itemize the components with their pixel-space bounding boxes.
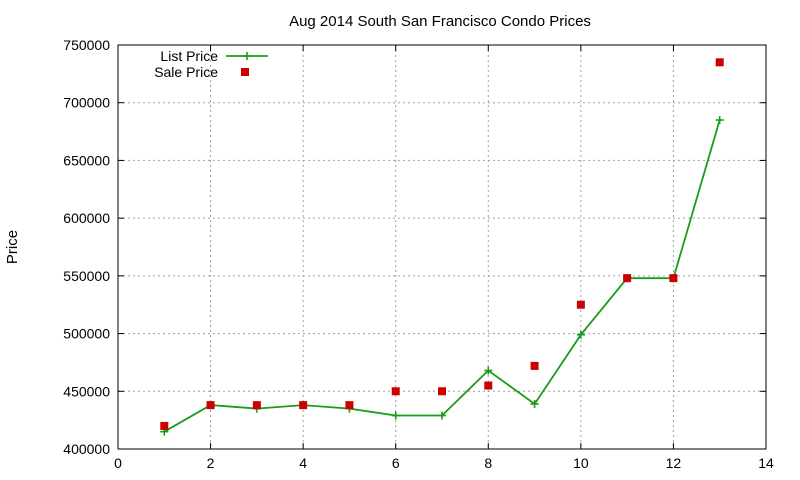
y-tick-label: 400000 <box>63 441 110 457</box>
y-tick-label: 600000 <box>63 210 110 226</box>
sale-price-point <box>576 300 585 309</box>
x-tick-label: 6 <box>392 455 400 471</box>
sale-price-point <box>484 381 493 390</box>
x-tick-label: 10 <box>573 455 589 471</box>
list-price-point <box>391 411 400 420</box>
sale-price-point <box>299 401 308 410</box>
sale-price-point <box>669 274 678 283</box>
sale-price-point <box>345 401 354 410</box>
x-tick-label: 12 <box>666 455 682 471</box>
list-price-line <box>163 119 721 433</box>
grid <box>118 45 766 449</box>
sale-price-point <box>530 361 539 370</box>
y-tick-label: 500000 <box>63 326 110 342</box>
legend-marker-list-price <box>243 52 251 60</box>
y-tick-label: 750000 <box>63 37 110 53</box>
y-tick-label: 450000 <box>63 383 110 399</box>
list-price-point <box>484 366 493 375</box>
sale-price-point <box>391 387 400 396</box>
series <box>160 58 724 436</box>
sale-price-point <box>438 387 446 396</box>
legend-label-list-price: List Price <box>160 48 218 64</box>
y-tick-label: 650000 <box>63 152 110 168</box>
list-price-point <box>438 411 446 420</box>
sale-price-point <box>623 274 632 283</box>
sale-price-point <box>206 401 215 410</box>
y-axis-label: Price <box>4 230 21 264</box>
x-tick-label: 14 <box>758 455 774 471</box>
list-price-point <box>576 330 585 339</box>
y-tick-label: 550000 <box>63 268 110 284</box>
x-tick-label: 8 <box>484 455 492 471</box>
sale-price-point <box>252 401 261 410</box>
x-tick-label: 4 <box>299 455 307 471</box>
legend-label-sale-price: Sale Price <box>154 64 218 80</box>
legend: List Price Sale Price <box>154 48 268 80</box>
legend-marker-sale-price <box>241 68 249 76</box>
plot-frame <box>117 44 767 450</box>
sale-price-point <box>160 421 169 430</box>
list-price-point <box>715 116 724 125</box>
sale-price-point <box>715 58 724 67</box>
axis-ticks: 0 2 4 6 8 10 12 14 400000 450000 500000 550000 60000… <box>63 37 774 471</box>
y-tick-label: 700000 <box>63 95 110 111</box>
chart-title: Aug 2014 South San Francisco Condo Price… <box>289 13 591 30</box>
x-tick-label: 2 <box>207 455 215 471</box>
x-tick-label: 0 <box>114 455 122 471</box>
list-price-point <box>530 399 539 408</box>
